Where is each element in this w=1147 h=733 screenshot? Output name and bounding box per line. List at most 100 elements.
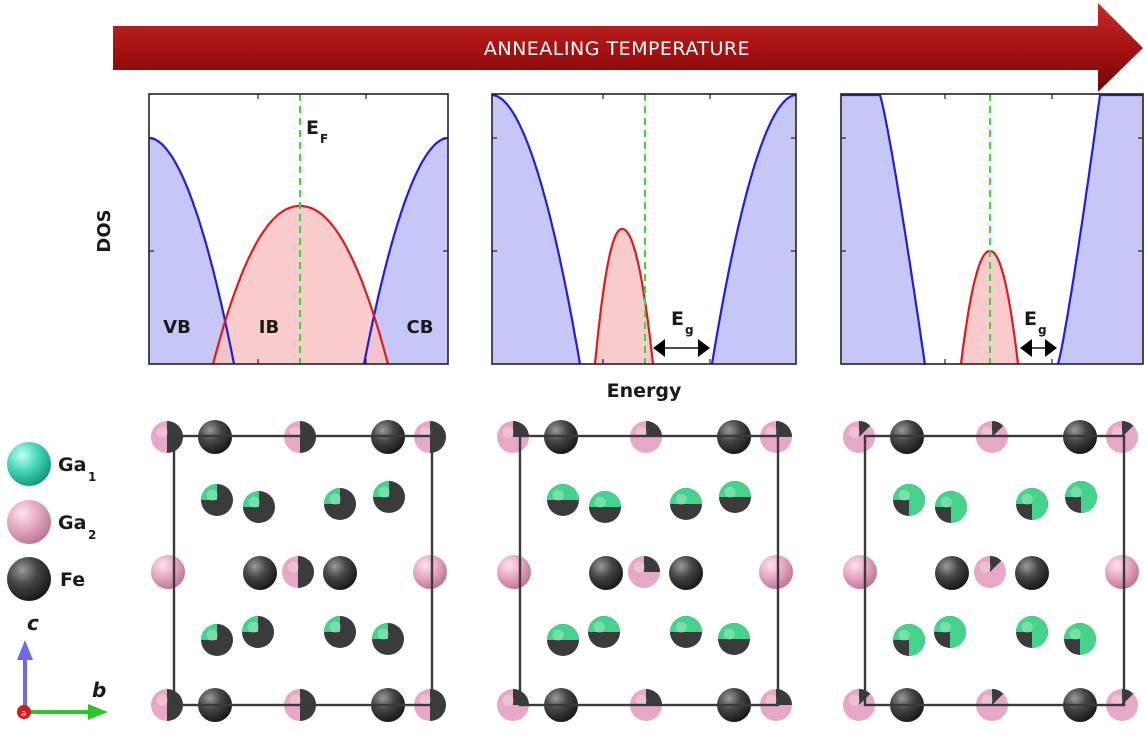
unit-cell-frame: [518, 434, 780, 707]
valence-band-fill: [149, 138, 234, 364]
mixed-ga1-fe-atom: [1016, 488, 1048, 520]
dos-panel-frame: [491, 93, 797, 365]
valence-band-curve: [148, 136, 236, 365]
axes-compass: a c b: [17, 611, 108, 720]
vb-label: VB: [163, 317, 191, 338]
gap2-main: E: [671, 308, 684, 330]
ga2-atom: [497, 555, 531, 589]
fe-atom: [323, 556, 357, 590]
crystal-structure-2: [497, 420, 793, 722]
atom-highlight: [635, 694, 647, 706]
b-axis-label: b: [92, 678, 106, 702]
atom-wedge: [670, 616, 702, 632]
crystal-structure-3: [843, 420, 1139, 722]
arrow-label: ANNEALING TEMPERATURE: [484, 38, 750, 60]
mixed-ga2-fe-atom: [282, 556, 314, 588]
gap-arrowhead-left: [653, 339, 665, 357]
atom-wedge: [513, 421, 529, 437]
atom-highlight: [156, 426, 168, 438]
fermi-level-label: E F: [306, 117, 328, 146]
ga2-atom: [843, 555, 877, 589]
atom-wedge: [1016, 616, 1048, 648]
gap-label-panel3: E g: [1024, 308, 1047, 337]
ga2-atom: [413, 555, 447, 589]
fe-legend-label: Fe: [60, 569, 85, 591]
conduction-band-fill: [1058, 95, 1143, 364]
conduction-band-fill: [712, 95, 796, 364]
atom-wedge: [242, 616, 258, 632]
atom-highlight: [940, 496, 952, 508]
mixed-ga1-fe-atom: [589, 491, 621, 523]
atom-wedge: [1064, 623, 1096, 655]
ga2-atom: [1105, 555, 1139, 589]
mixed-ga1-fe-atom: [324, 616, 356, 648]
fe-atom: [669, 556, 703, 590]
atom-wedge: [298, 556, 314, 588]
mixed-ga2-fe-atom: [974, 556, 1006, 588]
atom-wedge: [719, 481, 751, 497]
mixed-ga1-fe-atom: [1016, 616, 1048, 648]
mixed-ga2-fe-atom: [628, 556, 660, 588]
atom-wedge: [201, 484, 217, 500]
mixed-ga2-fe-atom: [843, 421, 875, 453]
crystal-structure-1: [151, 420, 447, 722]
mixed-ga1-fe-atom: [243, 491, 275, 523]
dos-panel-frame: [148, 93, 449, 365]
atom-wedge: [547, 484, 579, 500]
fermi-main: E: [306, 117, 319, 139]
dos-panel-3: [840, 93, 1144, 366]
atom-wedge: [646, 689, 662, 705]
atom-wedge: [990, 556, 1002, 572]
mixed-ga2-fe-atom: [843, 689, 875, 721]
atom-highlight: [287, 561, 299, 573]
atom-wedge: [373, 481, 389, 497]
ga2-atom: [759, 555, 793, 589]
atom-wedge: [776, 689, 792, 705]
conduction-band-curve: [362, 136, 449, 365]
mixed-ga1-fe-atom: [893, 624, 925, 656]
energy-axis-label: Energy: [607, 380, 682, 402]
dos-panel-1: [148, 93, 449, 365]
impurity-band-fill: [595, 229, 653, 364]
unit-cell-frame: [172, 434, 434, 707]
atom-highlight: [419, 694, 431, 706]
atom-wedge: [372, 623, 388, 639]
fe-atom: [1015, 556, 1049, 590]
atom-highlight: [593, 621, 605, 633]
b-axis-arrowhead: [88, 704, 108, 720]
mixed-ga1-fe-atom: [372, 623, 404, 655]
ga2-legend-sub: 2: [88, 528, 96, 542]
mixed-ga1-fe-atom: [893, 484, 925, 516]
fe-atom: [935, 556, 969, 590]
ga2-atom: [151, 555, 185, 589]
atom-highlight: [329, 621, 341, 633]
atom-highlight: [552, 629, 564, 641]
conduction-band-curve: [710, 93, 797, 365]
mixed-ga1-fe-atom: [1065, 481, 1097, 513]
atom-highlight: [206, 629, 218, 641]
atom-highlight: [552, 489, 564, 501]
mixed-ga1-fe-atom: [719, 481, 751, 513]
atom-wedge: [893, 624, 925, 656]
gap2-sub: g: [685, 323, 694, 337]
atom-highlight: [898, 629, 910, 641]
ga1-legend-sub: 1: [88, 470, 96, 484]
mixed-ga1-fe-atom: [547, 484, 579, 516]
atom-highlight: [247, 621, 259, 633]
ga1-legend-label: Ga: [58, 454, 86, 476]
atom-highlight: [1021, 621, 1033, 633]
atom-wedge: [324, 616, 340, 632]
valence-band-fill: [492, 95, 580, 364]
atom-highlight: [329, 493, 341, 505]
atom-highlight: [1069, 628, 1081, 640]
band-gap-arrow: [1020, 339, 1057, 357]
atom-wedge: [718, 623, 750, 639]
atom-highlight: [723, 628, 735, 640]
ib-label: IB: [259, 317, 279, 338]
atom-wedge: [670, 488, 702, 504]
valence-band-fill: [841, 95, 925, 365]
c-axis-label: c: [27, 611, 39, 635]
mixed-ga1-fe-atom: [670, 616, 702, 648]
atom-wedge: [992, 689, 1004, 705]
